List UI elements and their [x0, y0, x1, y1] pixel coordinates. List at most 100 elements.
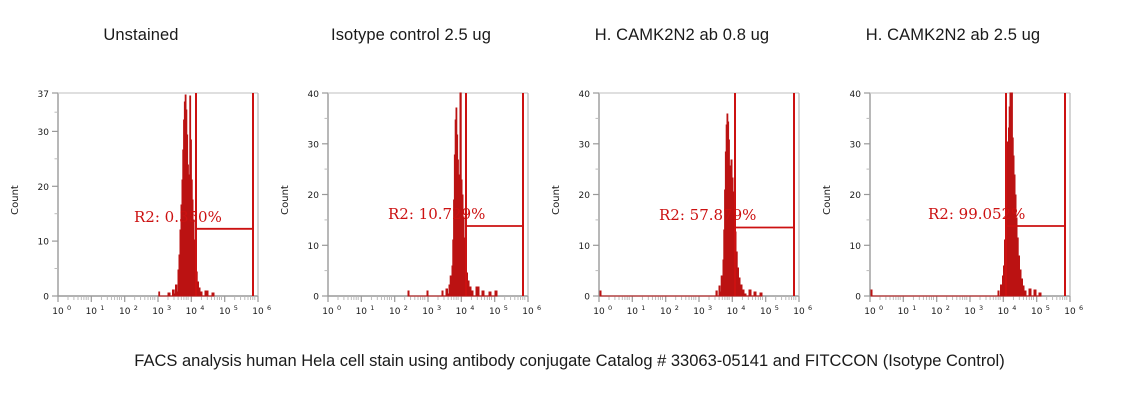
- histogram-trace: [870, 92, 1042, 297]
- x-ticks: 10 0 10 1 10 2 10 3 10 4 10 5 10 6: [864, 296, 1083, 317]
- y-tick-20: 20: [38, 183, 50, 193]
- y-tick-max: 37: [38, 90, 49, 100]
- y-tick-20: 20: [850, 191, 862, 201]
- y-tick-0: 0: [43, 293, 49, 303]
- histogram-trace: [599, 113, 763, 297]
- x-tick-labels: 10 0 10 1 10 2 10 3 10 4 10 5 10 6: [593, 304, 812, 317]
- gate-marker: R2: 99.052%: [928, 93, 1066, 296]
- y-tick-10: 10: [308, 242, 320, 252]
- plot-area: 0 10 20 30 37 Count: [0, 80, 282, 325]
- svg-text:6: 6: [537, 304, 541, 312]
- svg-text:1: 1: [641, 304, 645, 312]
- svg-text:10: 10: [422, 307, 434, 317]
- svg-text:3: 3: [708, 304, 712, 312]
- svg-text:10: 10: [456, 307, 468, 317]
- facs-panel-camk2n2-0-8ug: H. CAMK2N2 ab 0.8 ug: [541, 0, 823, 330]
- y-axis-title: Count: [551, 185, 562, 215]
- y-ticks: 0 10 20 30 40: [308, 90, 328, 303]
- svg-text:10: 10: [322, 307, 334, 317]
- x-ticks: 10 0 10 1 10 2 10 3 10 4 10 5 10 6: [52, 296, 271, 317]
- gate-percent-label: R2: 0.350%: [134, 208, 222, 226]
- axes: [57, 92, 259, 297]
- x-ticks: 10 0 10 1 10 2 10 3 10 4 10 5 10 6: [322, 296, 541, 317]
- plot-area: 0 10 20 30 40 Count: [270, 80, 552, 325]
- svg-text:10: 10: [660, 307, 672, 317]
- svg-text:10: 10: [931, 307, 943, 317]
- histogram-svg: 0 10 20 30 37 Count: [10, 90, 271, 317]
- axes: [869, 92, 1071, 297]
- svg-text:10: 10: [152, 307, 164, 317]
- svg-text:10: 10: [627, 307, 639, 317]
- svg-text:1: 1: [100, 304, 104, 312]
- svg-text:4: 4: [200, 304, 204, 312]
- gate-marker: R2: 0.350%: [134, 93, 254, 296]
- y-tick-30: 30: [38, 128, 50, 138]
- svg-text:3: 3: [167, 304, 171, 312]
- svg-text:10: 10: [1064, 307, 1076, 317]
- svg-text:10: 10: [998, 307, 1010, 317]
- facs-panel-unstained: Unstained: [0, 0, 282, 330]
- facs-panel-camk2n2-2-5ug: H. CAMK2N2 ab 2.5 ug: [812, 0, 1094, 330]
- svg-text:4: 4: [1012, 304, 1016, 312]
- histogram-svg: 0 10 20 30 40 Count: [822, 90, 1083, 317]
- svg-text:10: 10: [86, 307, 98, 317]
- svg-text:6: 6: [808, 304, 812, 312]
- svg-text:6: 6: [267, 304, 271, 312]
- svg-text:2: 2: [404, 304, 408, 312]
- y-tick-0: 0: [584, 293, 590, 303]
- plot-area: 0 10 20 30 40 Count: [812, 80, 1094, 325]
- svg-text:10: 10: [593, 307, 605, 317]
- panel-title: H. CAMK2N2 ab 2.5 ug: [865, 26, 1041, 44]
- svg-text:10: 10: [119, 307, 131, 317]
- y-tick-20: 20: [308, 191, 320, 201]
- y-axis-title: Count: [10, 185, 21, 215]
- svg-text:0: 0: [67, 304, 71, 312]
- svg-text:10: 10: [252, 307, 264, 317]
- panel-title: Unstained: [103, 26, 179, 44]
- x-tick-labels: 10 0 10 1 10 2 10 3 10 4 10 5 10 6: [52, 304, 271, 317]
- svg-text:10: 10: [693, 307, 705, 317]
- y-tick-10: 10: [850, 242, 862, 252]
- y-tick-30: 30: [308, 140, 320, 150]
- svg-text:3: 3: [979, 304, 983, 312]
- svg-text:10: 10: [898, 307, 910, 317]
- axes: [327, 92, 529, 297]
- histogram-trace: [158, 94, 215, 297]
- gate-marker: R2: 57.879%: [659, 93, 795, 296]
- svg-text:0: 0: [337, 304, 341, 312]
- gate-percent-label: R2: 57.879%: [659, 206, 756, 224]
- x-ticks: 10 0 10 1 10 2 10 3 10 4 10 5 10 6: [593, 296, 812, 317]
- y-ticks: 0 10 20 30 40: [850, 90, 870, 303]
- histogram-svg: 0 10 20 30 40 Count: [551, 90, 812, 317]
- svg-text:5: 5: [234, 304, 238, 312]
- svg-text:5: 5: [775, 304, 779, 312]
- gate-percent-label: R2: 99.052%: [928, 205, 1025, 223]
- svg-text:6: 6: [1079, 304, 1083, 312]
- svg-text:1: 1: [912, 304, 916, 312]
- svg-text:10: 10: [793, 307, 805, 317]
- y-tick-10: 10: [38, 238, 50, 248]
- panel-title: H. CAMK2N2 ab 0.8 ug: [594, 26, 770, 44]
- y-tick-max: 40: [308, 90, 320, 100]
- svg-text:10: 10: [522, 307, 534, 317]
- panel-title: Isotype control 2.5 ug: [331, 26, 491, 44]
- x-tick-labels: 10 0 10 1 10 2 10 3 10 4 10 5 10 6: [322, 304, 541, 317]
- y-tick-20: 20: [579, 191, 591, 201]
- svg-text:2: 2: [134, 304, 138, 312]
- y-tick-max: 40: [850, 90, 862, 100]
- svg-text:10: 10: [356, 307, 368, 317]
- y-tick-10: 10: [579, 242, 591, 252]
- figure-caption: FACS analysis human Hela cell stain usin…: [134, 352, 1005, 370]
- histogram-svg: 0 10 20 30 40 Count: [280, 90, 541, 317]
- svg-text:10: 10: [964, 307, 976, 317]
- svg-text:4: 4: [470, 304, 474, 312]
- svg-text:10: 10: [389, 307, 401, 317]
- y-tick-max: 40: [579, 90, 591, 100]
- y-tick-0: 0: [855, 293, 861, 303]
- svg-text:10: 10: [489, 307, 501, 317]
- plot-area: 0 10 20 30 40 Count: [541, 80, 823, 325]
- svg-text:2: 2: [946, 304, 950, 312]
- y-tick-0: 0: [313, 293, 319, 303]
- histogram-trace: [407, 92, 498, 297]
